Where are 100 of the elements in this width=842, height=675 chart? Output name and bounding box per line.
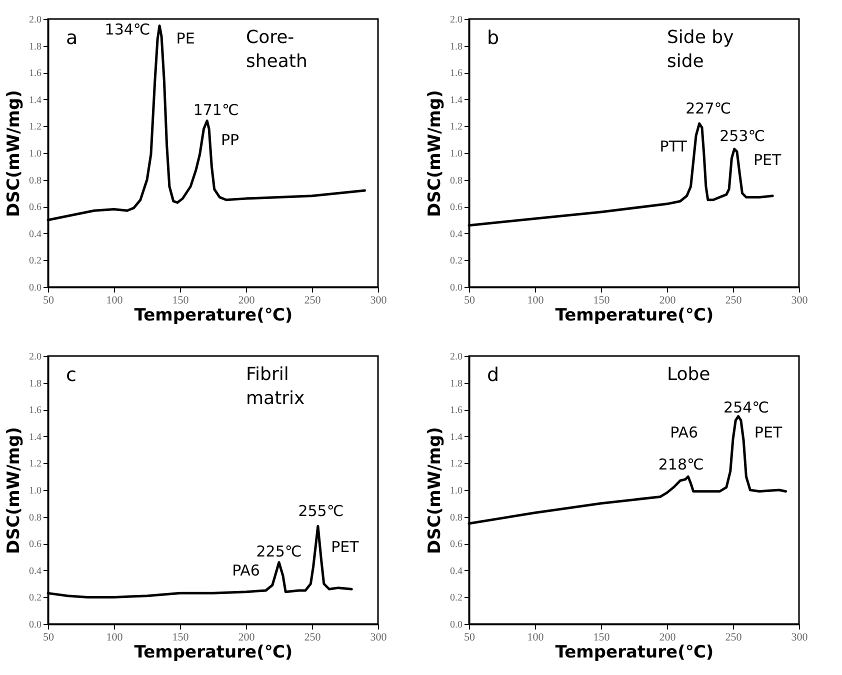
y-tick-label: 1.2 [450, 122, 462, 133]
annotation: 225℃ [256, 542, 302, 560]
y-axis-title: DSC(mW/mg) [4, 427, 24, 554]
annotation: 254℃ [724, 398, 770, 416]
x-tick-label: 50 [43, 632, 54, 644]
y-tick-label: 0.4 [29, 566, 42, 577]
annotation: Core-sheath [246, 27, 308, 72]
y-tick-label: 1.6 [450, 68, 462, 80]
y-axis-title: DSC(mW/mg) [4, 90, 24, 217]
y-tick-label: 1.8 [450, 378, 462, 390]
x-tick-label: 150 [593, 632, 610, 644]
x-tick-label: 250 [304, 294, 322, 306]
annotation: 255℃ [298, 502, 344, 520]
x-tick-label: 50 [464, 294, 476, 306]
x-tick-label: 150 [172, 294, 190, 306]
annotation: 227℃ [686, 100, 732, 118]
y-tick-label: 0.2 [450, 256, 462, 267]
annotation: PA6 [670, 424, 698, 442]
y-tick-label: 1.4 [450, 94, 462, 106]
annotation: a [66, 27, 78, 49]
y-axis-title: DSC(mW/mg) [425, 90, 445, 217]
y-tick-label: 1.4 [450, 432, 462, 443]
annotation: Fibril matrix [246, 364, 306, 409]
x-tick-label: 100 [527, 294, 544, 306]
y-tick-label: 0.2 [29, 256, 42, 267]
x-axis-title: Temperature(℃) [134, 642, 293, 662]
y-tick-label: 1.2 [450, 458, 462, 470]
annotation: PP [221, 130, 240, 149]
annotation: 171℃ [193, 100, 239, 119]
annotation: PET [754, 423, 783, 442]
x-tick-label: 150 [593, 294, 610, 306]
x-tick-label: 250 [725, 294, 742, 306]
y-tick-label: 0.6 [450, 202, 462, 214]
y-tick-label: 1.4 [29, 432, 42, 443]
x-tick-label: 50 [43, 294, 54, 306]
y-tick-label: 1.8 [450, 41, 462, 52]
annotation: PTT [660, 138, 688, 156]
y-tick-label: 1.0 [29, 486, 42, 496]
x-tick-label: 250 [304, 632, 322, 644]
annotation: b [487, 27, 500, 49]
annotation: Side by side [667, 27, 734, 72]
x-tick-label: 250 [725, 632, 742, 644]
y-tick-label: 1.2 [29, 122, 42, 133]
y-tick-label: 2.0 [29, 352, 42, 362]
x-tick-label: 300 [370, 294, 388, 306]
y-tick-label: 0.6 [29, 202, 42, 214]
x-tick-label: 200 [238, 294, 256, 306]
x-tick-label: 100 [106, 632, 124, 644]
x-tick-label: 200 [659, 632, 676, 644]
y-axis-title: DSC(mW/mg) [425, 427, 445, 554]
y-tick-label: 0.0 [450, 620, 462, 630]
annotation: d [487, 364, 500, 386]
annotation: 253℃ [720, 126, 766, 145]
annotation: PA6 [232, 561, 260, 580]
y-tick-label: 1.6 [29, 68, 42, 80]
annotation: 134℃ [104, 20, 150, 39]
y-tick-label: 0.8 [450, 512, 462, 524]
y-tick-label: 1.0 [450, 486, 462, 496]
y-tick-label: 0.8 [29, 512, 42, 524]
y-tick-label: 2.0 [450, 352, 462, 362]
y-tick-label: 1.4 [29, 94, 42, 106]
y-tick-label: 0.0 [29, 620, 42, 630]
x-tick-label: 300 [370, 632, 388, 644]
y-tick-label: 0.6 [29, 539, 42, 550]
y-tick-label: 0.8 [450, 175, 462, 186]
y-tick-label: 1.8 [29, 378, 42, 390]
y-tick-label: 0.4 [29, 228, 42, 240]
y-tick-label: 0.2 [29, 592, 42, 604]
annotation: Lobe [667, 364, 710, 385]
x-tick-label: 100 [527, 632, 544, 644]
y-tick-label: 0.4 [450, 566, 462, 577]
x-tick-label: 200 [659, 294, 676, 306]
annotation: PE [176, 30, 195, 48]
y-tick-label: 1.0 [450, 148, 462, 160]
y-tick-label: 0.0 [450, 282, 462, 294]
x-axis-title: Temperature(℃) [555, 306, 714, 326]
y-tick-label: 2.0 [450, 14, 462, 26]
y-tick-label: 0.8 [29, 175, 42, 186]
y-tick-label: 1.6 [450, 405, 462, 416]
x-tick-label: 100 [106, 294, 124, 306]
y-tick-label: 1.0 [29, 148, 42, 160]
y-tick-label: 0.2 [450, 592, 462, 604]
x-axis-title: Temperature(℃) [555, 642, 714, 662]
x-tick-label: 300 [791, 294, 808, 306]
y-tick-label: 1.2 [29, 458, 42, 470]
x-tick-label: 150 [172, 632, 190, 644]
y-tick-label: 0.6 [450, 539, 462, 550]
y-tick-label: 0.0 [29, 282, 42, 294]
annotation: PET [331, 538, 360, 556]
x-tick-label: 200 [238, 632, 256, 644]
y-tick-label: 1.6 [29, 405, 42, 416]
annotation: 218℃ [658, 456, 704, 474]
y-tick-label: 2.0 [29, 14, 42, 26]
annotation: PET [753, 150, 782, 169]
x-tick-label: 50 [464, 632, 476, 644]
x-axis-title: Temperature(℃) [134, 306, 293, 326]
y-tick-label: 1.8 [29, 41, 42, 52]
y-tick-label: 0.4 [450, 228, 462, 240]
x-tick-label: 300 [791, 632, 808, 644]
annotation: c [66, 364, 76, 386]
